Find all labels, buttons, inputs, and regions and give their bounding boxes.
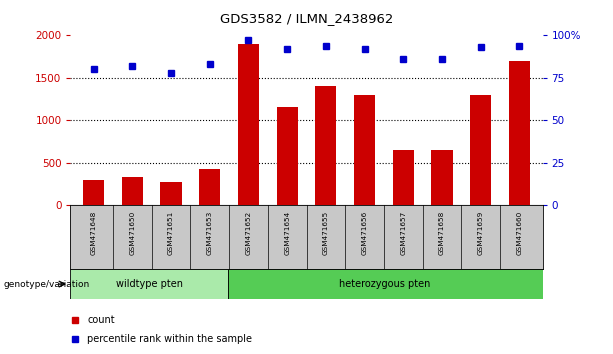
Text: GSM471652: GSM471652 xyxy=(245,210,251,255)
Text: GSM471657: GSM471657 xyxy=(400,210,406,255)
Text: GSM471658: GSM471658 xyxy=(439,210,445,255)
Text: GSM471659: GSM471659 xyxy=(478,210,484,255)
Bar xyxy=(315,86,337,205)
Bar xyxy=(122,177,143,205)
Text: GDS3582 / ILMN_2438962: GDS3582 / ILMN_2438962 xyxy=(220,12,393,25)
Bar xyxy=(276,107,298,205)
Bar xyxy=(199,169,221,205)
Text: heterozygous pten: heterozygous pten xyxy=(340,279,431,289)
Bar xyxy=(161,182,181,205)
Text: genotype/variation: genotype/variation xyxy=(3,280,89,289)
Text: wildtype pten: wildtype pten xyxy=(116,279,183,289)
Text: GSM471656: GSM471656 xyxy=(362,210,368,255)
Text: GSM471655: GSM471655 xyxy=(323,210,329,255)
Bar xyxy=(392,150,414,205)
Bar xyxy=(83,180,104,205)
Text: GSM471654: GSM471654 xyxy=(284,210,290,255)
Bar xyxy=(470,95,491,205)
Text: GSM471660: GSM471660 xyxy=(516,210,522,255)
Text: count: count xyxy=(87,315,115,325)
Text: GSM471651: GSM471651 xyxy=(168,210,174,255)
Bar xyxy=(228,269,543,299)
Bar xyxy=(70,269,228,299)
Bar xyxy=(509,61,530,205)
Text: GSM471648: GSM471648 xyxy=(91,210,97,255)
Text: GSM471653: GSM471653 xyxy=(207,210,213,255)
Text: percentile rank within the sample: percentile rank within the sample xyxy=(87,333,252,344)
Text: GSM471650: GSM471650 xyxy=(129,210,135,255)
Bar xyxy=(238,44,259,205)
Bar xyxy=(432,150,452,205)
Bar xyxy=(354,95,375,205)
